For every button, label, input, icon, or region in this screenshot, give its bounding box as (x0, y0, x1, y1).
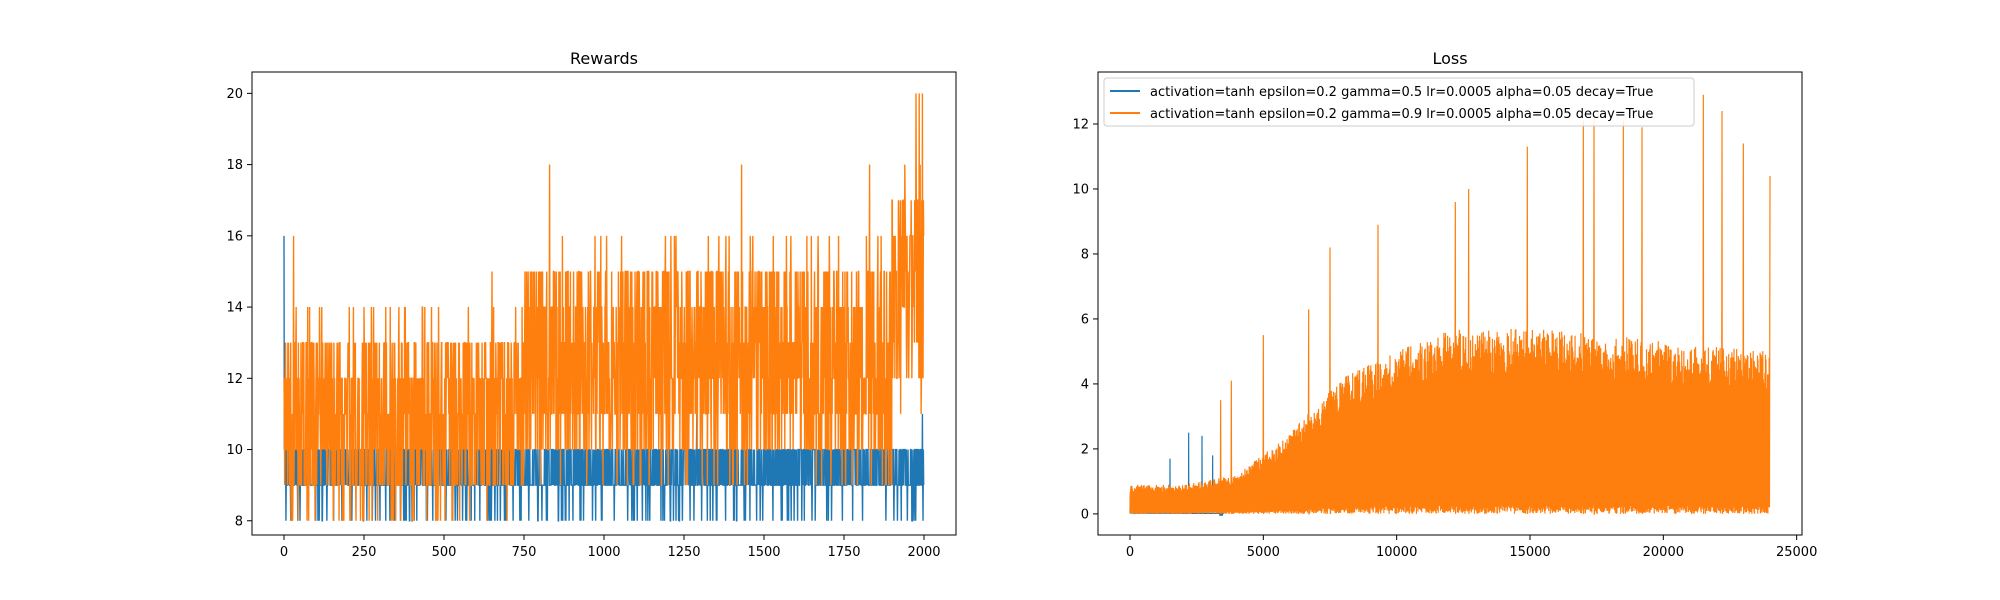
x-tick-label: 1500 (747, 545, 780, 560)
loss-title: Loss (1432, 49, 1467, 68)
y-tick-label: 16 (226, 229, 243, 244)
legend-label-gamma-0.9: activation=tanh epsilon=0.2 gamma=0.9 lr… (1150, 107, 1653, 122)
loss-y-axis: 0 2 4 6 8 10 12 (1072, 117, 1098, 522)
rewards-y-axis: 8 10 12 14 16 18 20 (226, 87, 252, 529)
x-tick-label: 10000 (1376, 545, 1417, 560)
x-tick-label: 0 (280, 545, 288, 560)
loss-panel: Loss 0 5000 10000 15000 20000 25000 0 2 4 6 8 10 12… (1072, 49, 1817, 560)
y-tick-label: 0 (1081, 507, 1089, 522)
x-tick-label: 20000 (1643, 545, 1684, 560)
loss-legend: activation=tanh epsilon=0.2 gamma=0.5 lr… (1103, 77, 1695, 127)
y-tick-label: 14 (226, 301, 243, 316)
loss-x-axis: 0 5000 10000 15000 20000 25000 (1126, 535, 1817, 560)
loss-series-line-1 (1129, 94, 1771, 516)
y-tick-label: 12 (1072, 117, 1089, 132)
x-tick-label: 15000 (1509, 545, 1550, 560)
y-tick-label: 4 (1081, 377, 1089, 392)
x-tick-label: 1000 (587, 545, 620, 560)
x-tick-label: 1250 (667, 545, 700, 560)
rewards-series-layer (283, 93, 925, 522)
y-tick-label: 6 (1081, 312, 1089, 327)
y-tick-label: 10 (1072, 182, 1089, 197)
y-tick-label: 12 (226, 372, 243, 387)
loss-plot-frame (1097, 71, 1803, 536)
x-tick-label: 250 (352, 545, 377, 560)
y-tick-label: 18 (226, 158, 243, 173)
legend-frame (1103, 77, 1695, 127)
y-tick-label: 8 (1081, 247, 1089, 262)
rewards-series-line-1 (283, 93, 925, 521)
x-tick-label: 1750 (827, 545, 860, 560)
rewards-x-axis: 0 250 500 750 1000 1250 1500 1750 2000 (280, 535, 941, 560)
y-tick-label: 20 (226, 87, 243, 102)
y-tick-label: 2 (1081, 442, 1089, 457)
y-tick-label: 10 (226, 443, 243, 458)
rewards-title: Rewards (570, 49, 638, 68)
x-tick-label: 500 (432, 545, 457, 560)
x-tick-label: 25000 (1776, 545, 1817, 560)
x-tick-label: 0 (1126, 545, 1134, 560)
y-tick-label: 8 (235, 514, 243, 529)
x-tick-label: 2000 (907, 545, 940, 560)
legend-label-gamma-0.5: activation=tanh epsilon=0.2 gamma=0.5 lr… (1150, 85, 1653, 100)
rewards-panel: Rewards 0 250 500 750 1000 1250 1500 1750 2000 8… (226, 49, 957, 560)
x-tick-label: 750 (512, 545, 537, 560)
x-tick-label: 5000 (1247, 545, 1280, 560)
loss-series-layer (1129, 94, 1771, 517)
